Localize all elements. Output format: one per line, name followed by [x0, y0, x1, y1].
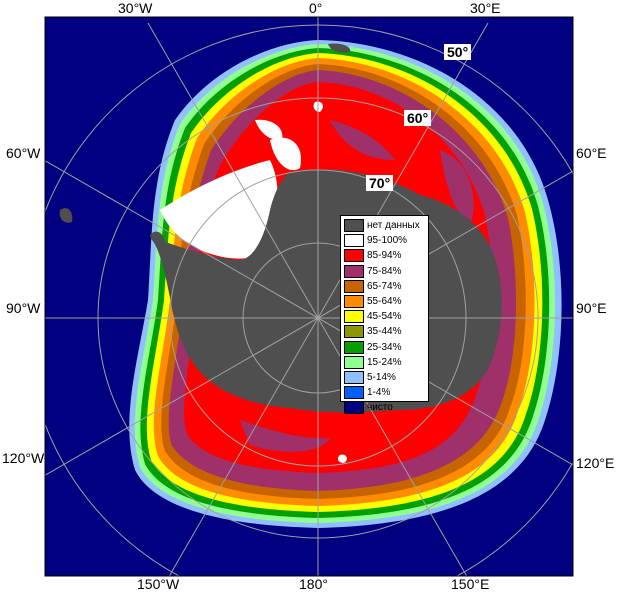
legend-swatch — [344, 295, 364, 309]
legend-item-75-84: 75-84% — [344, 264, 425, 279]
legend-swatch — [344, 264, 364, 278]
legend-swatch — [344, 325, 364, 339]
legend-swatch — [344, 401, 364, 415]
legend-swatch — [344, 340, 364, 354]
ice-patch-75-84 — [240, 420, 330, 452]
ice-patch-75-84 — [440, 150, 474, 225]
legend-swatch — [344, 386, 364, 400]
no-data-patch — [59, 208, 73, 223]
lon-label-90e: 90°E — [576, 300, 607, 316]
legend-swatch — [344, 355, 364, 369]
legend-swatch — [344, 219, 364, 233]
lon-label-60e: 60°E — [576, 145, 607, 161]
legend-item-25-34: 25-34% — [344, 340, 425, 355]
legend-item-45-54: 45-54% — [344, 309, 425, 324]
legend-swatch — [344, 249, 364, 263]
lon-label-30w: 30°W — [118, 0, 153, 16]
lon-label-0: 0° — [309, 0, 323, 16]
legend-label: нет данных — [367, 220, 420, 232]
ice-patch-95-100 — [270, 137, 301, 171]
legend-item-no-data: нет данных — [344, 218, 425, 233]
lon-label-30e: 30°E — [470, 0, 501, 16]
lon-label-120w: 120°W — [2, 450, 45, 466]
lon-label-60w: 60°W — [6, 145, 41, 161]
lon-label-90w: 90°W — [6, 300, 41, 316]
legend-item-35-44: 35-44% — [344, 324, 425, 339]
legend-label: чисто — [367, 402, 393, 414]
legend-label: 55-64% — [367, 296, 402, 308]
meridian-60e-120w — [45, 170, 573, 476]
legend-label: 95-100% — [367, 235, 408, 247]
graticule — [45, 17, 573, 576]
lon-label-150e: 150°E — [451, 576, 490, 592]
legend-item-ice-free: чисто — [344, 400, 425, 415]
legend-label: 1-4% — [367, 387, 391, 399]
lat-label-50: 50° — [444, 44, 472, 60]
legend-swatch — [344, 279, 364, 293]
ice-patch-95-100 — [255, 119, 283, 141]
no-data-patch — [328, 43, 351, 53]
legend-item-95-100: 95-100% — [344, 233, 425, 248]
ice-patch-95-100 — [160, 160, 278, 259]
lon-label-180: 180° — [299, 576, 328, 592]
legend-label: 65-74% — [367, 280, 402, 292]
legend-swatch — [344, 234, 364, 248]
legend-label: 75-84% — [367, 265, 402, 277]
legend-item-55-64: 55-64% — [344, 294, 425, 309]
ice-patch-75-84 — [330, 120, 395, 160]
lon-label-120e: 120°E — [576, 455, 615, 471]
legend-label: 85-94% — [367, 250, 402, 262]
legend-label: 15-24% — [367, 356, 402, 368]
legend-item-5-14: 5-14% — [344, 370, 425, 385]
legend-item-1-4: 1-4% — [344, 385, 425, 400]
lat-label-70: 70° — [366, 175, 394, 191]
legend-label: 25-34% — [367, 341, 402, 353]
no-data-patch — [150, 231, 165, 246]
legend-label: 35-44% — [367, 326, 402, 338]
map-frame — [44, 16, 574, 577]
lon-label-150w: 150°W — [137, 576, 180, 592]
legend-label: 5-14% — [367, 371, 396, 383]
legend-item-85-94: 85-94% — [344, 248, 425, 263]
legend-swatch — [344, 310, 364, 324]
legend-swatch — [344, 370, 364, 384]
legend-item-15-24: 15-24% — [344, 355, 425, 370]
legend-item-65-74: 65-74% — [344, 279, 425, 294]
lat-label-60: 60° — [404, 110, 432, 126]
ice-patch-95-100 — [337, 454, 347, 463]
legend-label: 45-54% — [367, 311, 402, 323]
concentration-legend: нет данных 95-100% 85-94% 75-84% 65-74% … — [340, 215, 429, 415]
